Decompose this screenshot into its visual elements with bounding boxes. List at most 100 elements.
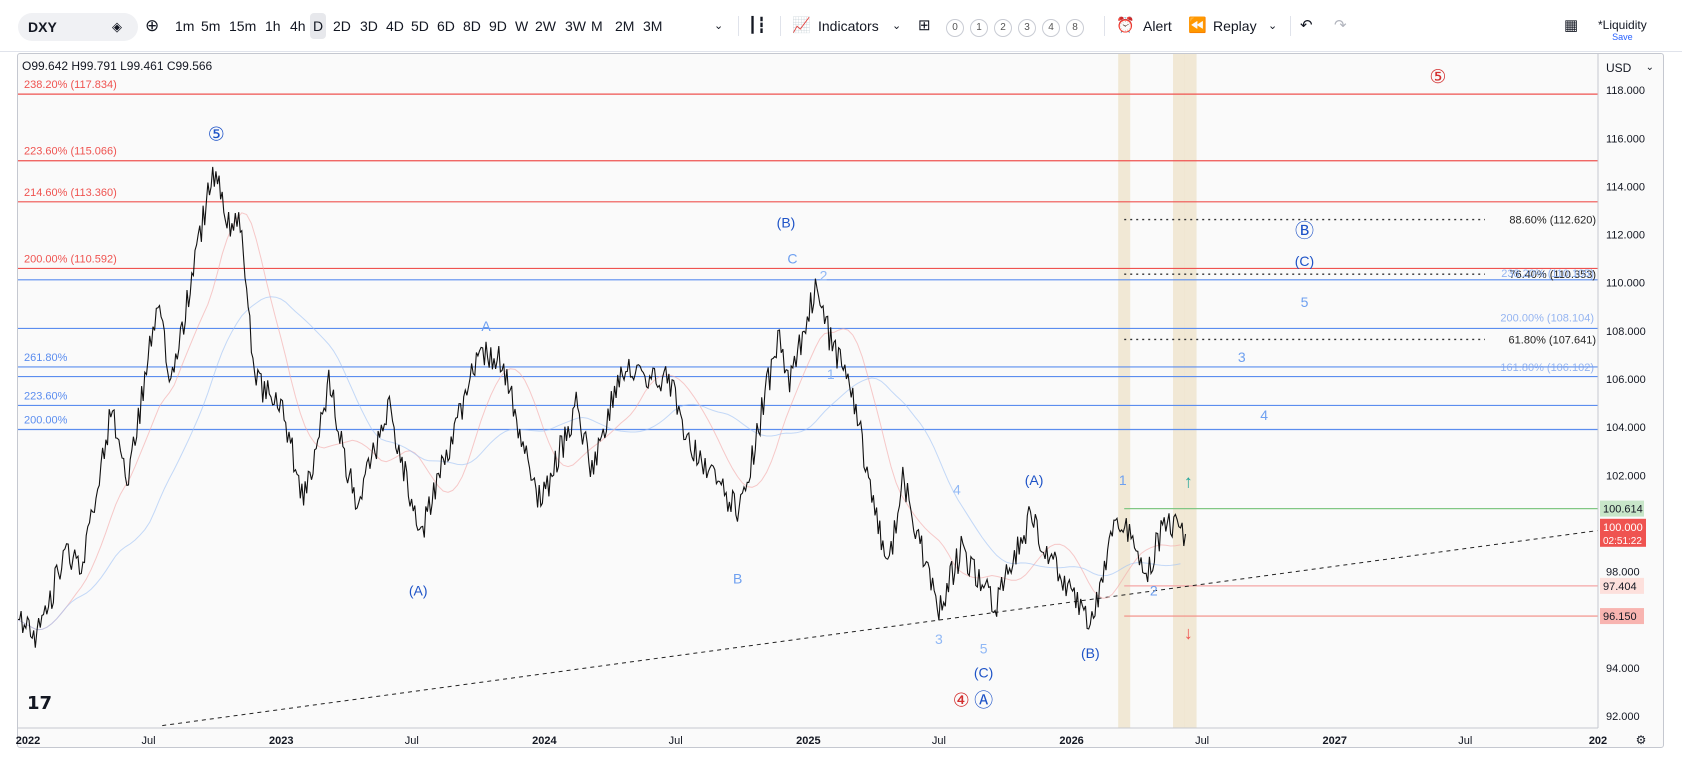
wave-label: Ⓐ <box>974 689 993 711</box>
chevron-down-icon[interactable]: ⌄ <box>1268 20 1278 32</box>
timeframe-1m[interactable]: 1m <box>175 18 195 34</box>
wave-label: ⑤ <box>1429 67 1446 88</box>
timeframe-2W[interactable]: 2W <box>535 18 556 34</box>
layout-slot-0[interactable]: 0 <box>946 19 964 37</box>
wave-label: ④ <box>953 690 970 711</box>
layout-name[interactable]: *Liquidity Save <box>1598 19 1647 43</box>
wave-label: 2 <box>1150 583 1158 599</box>
layout-slot-3[interactable]: 3 <box>1018 19 1036 37</box>
replay-icon[interactable]: ⏪ <box>1188 17 1207 34</box>
save-label[interactable]: Save <box>1612 32 1633 42</box>
timeframe-2D[interactable]: 2D <box>333 18 351 34</box>
alert-icon[interactable]: ⏰ <box>1116 17 1135 34</box>
timeframe-2M[interactable]: 2M <box>615 18 635 34</box>
price-tick-label: 110.000 <box>1606 278 1645 290</box>
currency-label: USD <box>1606 61 1632 75</box>
moving-average-line <box>17 296 1181 631</box>
chevron-down-icon[interactable]: ⌄ <box>714 20 724 32</box>
time-tick-label: 2025 <box>796 735 820 747</box>
wave-label: C <box>787 250 797 266</box>
down-arrow-icon: ↓ <box>1184 623 1193 643</box>
timeframe-D[interactable]: D <box>310 13 327 39</box>
wave-label: (C) <box>974 664 993 680</box>
price-tick-label: 92.000 <box>1606 711 1640 723</box>
undo-icon[interactable]: ↶ <box>1300 17 1313 34</box>
timeframe-3D[interactable]: 3D <box>360 18 378 34</box>
price-tag-label: 96.150 <box>1603 611 1637 623</box>
timeframe-9D[interactable]: 9D <box>489 18 507 34</box>
time-tick-label: Jul <box>669 735 683 747</box>
fib-label: 261.80% <box>24 352 68 364</box>
current-price-label: 100.000 <box>1603 522 1643 534</box>
fib-label: 238.20% (117.834) <box>24 79 117 91</box>
timeframe-6D[interactable]: 6D <box>437 18 455 34</box>
time-tick-label: 2027 <box>1323 735 1347 747</box>
ohlc-legend: O99.642 H99.791 L99.461 C99.566 <box>22 59 212 73</box>
price-tick-label: 116.000 <box>1606 133 1645 145</box>
fib-label: 214.60% (113.360) <box>24 187 117 199</box>
chevron-down-icon: ⌄ <box>1645 62 1654 73</box>
time-tick-label: Jul <box>405 735 419 747</box>
current-price-tag <box>1600 518 1646 547</box>
target-fib-label: 88.60% (112.620) <box>1509 215 1596 227</box>
templates-icon[interactable]: ⊞ <box>918 17 931 34</box>
eye-icon[interactable]: ◈ <box>112 19 122 34</box>
layout-slot-1[interactable]: 1 <box>970 19 988 37</box>
redo-icon[interactable]: ↷ <box>1334 17 1347 34</box>
chevron-down-icon[interactable]: ⌄ <box>892 20 902 32</box>
alert-button[interactable]: Alert <box>1143 18 1172 34</box>
timeframe-W[interactable]: W <box>515 18 529 34</box>
timeframe-4h[interactable]: 4h <box>290 18 306 34</box>
projection-fib-label: 161.80% (106.102) <box>1500 362 1594 374</box>
fib-label: 200.00% <box>24 415 68 427</box>
currency-select[interactable]: USD ⌄ <box>1600 58 1658 78</box>
candles-icon[interactable]: ┃┇ <box>748 17 767 34</box>
moving-average-line <box>17 212 1181 631</box>
wave-label: A <box>481 318 491 334</box>
wave-label: (B) <box>1081 645 1100 661</box>
layout-slot-2[interactable]: 2 <box>994 19 1012 37</box>
time-band <box>1173 54 1186 728</box>
projection-fib-label: 200.00% (108.104) <box>1500 313 1594 325</box>
wave-label: 3 <box>1238 349 1246 365</box>
fib-label: 200.00% (110.592) <box>24 253 117 265</box>
layout-slot-4[interactable]: 4 <box>1042 19 1060 37</box>
time-tick-label: 2026 <box>1059 735 1083 747</box>
high-value: H99.791 <box>71 59 117 73</box>
timeframe-5m[interactable]: 5m <box>201 18 221 34</box>
price-tag-label: 97.404 <box>1603 581 1637 593</box>
wave-label: 1 <box>827 366 835 382</box>
target-fib-label: 61.80% (107.641) <box>1509 334 1596 346</box>
chart-area[interactable] <box>17 53 1664 748</box>
symbol-search[interactable]: DXY ◈ <box>18 13 138 41</box>
layout-icon[interactable]: ▦ <box>1564 17 1579 34</box>
price-tag-bg <box>1600 608 1644 625</box>
plus-icon[interactable]: ⊕ <box>145 16 160 35</box>
indicators-button[interactable]: Indicators <box>818 18 879 34</box>
layout-slot-8[interactable]: 8 <box>1066 19 1084 37</box>
timeframe-4D[interactable]: 4D <box>386 18 404 34</box>
wave-label: (B) <box>777 214 796 230</box>
timeframe-5D[interactable]: 5D <box>411 18 429 34</box>
timeframe-3M[interactable]: 3M <box>643 18 663 34</box>
time-tick-label: 2022 <box>16 735 40 747</box>
price-tick-label: 98.000 <box>1606 567 1640 579</box>
price-tick-label: 118.000 <box>1606 85 1645 97</box>
indicators-icon[interactable]: 📈 <box>792 17 811 34</box>
timeframe-8D[interactable]: 8D <box>463 18 481 34</box>
timeframe-15m[interactable]: 15m <box>229 18 257 34</box>
wave-label: B <box>733 571 742 587</box>
wave-label: 3 <box>935 631 943 647</box>
timeframe-3W[interactable]: 3W <box>565 18 586 34</box>
timeframe-1h[interactable]: 1h <box>265 18 281 34</box>
wave-label: ⑤ <box>208 125 225 146</box>
price-series-line <box>17 166 1187 648</box>
replay-button[interactable]: Replay <box>1213 18 1257 34</box>
price-tag-bg <box>1600 500 1644 517</box>
projection-fib-label: 238.20% (110.105) <box>1501 268 1594 280</box>
timeframe-M[interactable]: M <box>591 18 603 34</box>
divider <box>738 16 739 36</box>
wave-label: (C) <box>1295 253 1314 269</box>
low-value: L99.461 <box>120 59 164 73</box>
